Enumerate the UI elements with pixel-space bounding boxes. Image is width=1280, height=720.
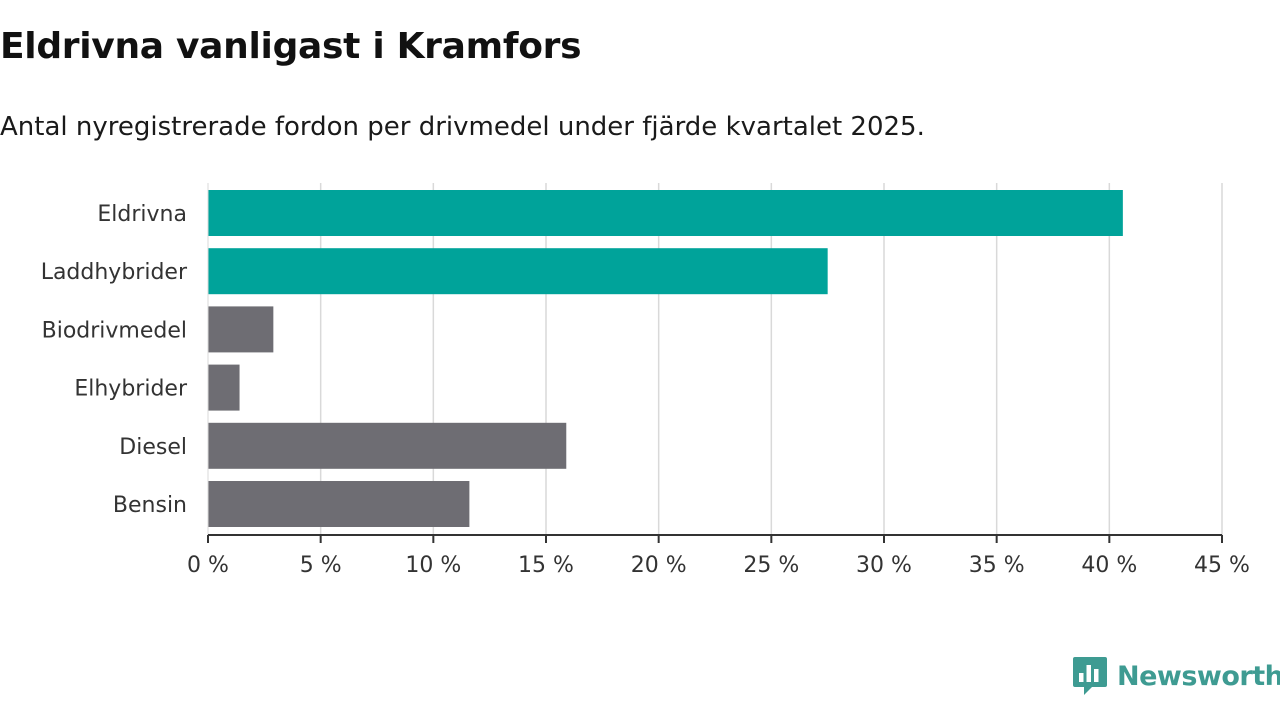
- x-tick-label-0: 0 %: [187, 553, 229, 578]
- x-tick-label-40: 40 %: [1081, 553, 1137, 578]
- x-tick-label-15: 15 %: [518, 553, 574, 578]
- newsworthy-logo-icon: [1073, 657, 1107, 695]
- newsworthy-logo: Newsworthy: [1072, 656, 1280, 696]
- category-label-elhybrider: Elhybrider: [74, 377, 188, 402]
- category-label-diesel: Diesel: [119, 435, 187, 460]
- bar-eldrivna: [208, 190, 1123, 236]
- category-label-biodrivmedel: Biodrivmedel: [42, 318, 187, 343]
- category-label-bensin: Bensin: [113, 493, 187, 518]
- newsworthy-logo-text: Newsworthy: [1117, 660, 1280, 692]
- x-tick-label-25: 25 %: [743, 553, 799, 578]
- bar-laddhybrider: [208, 248, 828, 295]
- category-label-laddhybrider: Laddhybrider: [41, 260, 188, 285]
- x-tick-label-35: 35 %: [969, 553, 1025, 578]
- bar-elhybrider: [208, 364, 240, 411]
- chart-title: Eldrivna vanligast i Kramfors: [0, 26, 582, 67]
- chart-subtitle: Antal nyregistrerade fordon per drivmede…: [0, 112, 925, 142]
- bar-biodrivmedel: [208, 306, 274, 353]
- bar-diesel: [208, 422, 567, 469]
- x-tick-label-20: 20 %: [631, 553, 687, 578]
- x-tick-label-45: 45 %: [1194, 553, 1250, 578]
- x-tick-label-5: 5 %: [300, 553, 342, 578]
- category-label-eldrivna: Eldrivna: [97, 202, 187, 227]
- x-tick-label-10: 10 %: [405, 553, 461, 578]
- x-tick-label-30: 30 %: [856, 553, 912, 578]
- bar-bensin: [208, 481, 470, 527]
